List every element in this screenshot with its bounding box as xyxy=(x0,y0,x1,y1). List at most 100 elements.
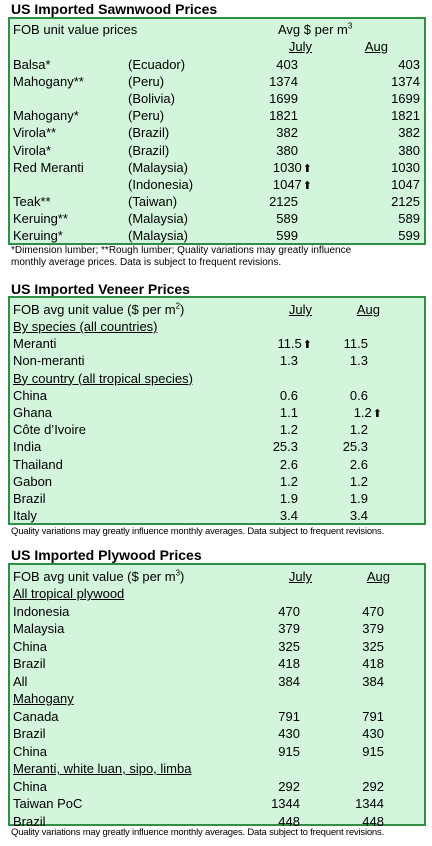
veneer-row-july-value: 0.6 xyxy=(279,387,298,403)
veneer-row-name: Brazil xyxy=(13,491,46,506)
plywood-row-july-value: 292 xyxy=(278,778,300,794)
veneer-row-aug: 2.6 xyxy=(350,456,368,473)
veneer-row-aug-value: 25.3 xyxy=(342,439,368,455)
veneer-row-name: Ghana xyxy=(13,405,53,420)
veneer-row: Italy 3.4 3.4 xyxy=(10,507,424,524)
veneer-row-aug-value: 1.2 xyxy=(349,422,368,438)
sawnwood-row-july-value: 1821 xyxy=(269,108,298,124)
sawnwood-row-country: (Bolivia) xyxy=(128,91,175,107)
plywood-row-aug: 384 xyxy=(362,673,384,690)
sawnwood-row: (Indonesia) 1047⬆ 1047 xyxy=(10,176,424,193)
sawnwood-header-label: FOB unit value prices xyxy=(13,22,138,37)
sawnwood-row-country: (Taiwan) xyxy=(128,193,178,209)
sawnwood-row-country: (Peru) xyxy=(128,74,165,90)
plywood-row-aug-value: 791 xyxy=(362,708,384,724)
sawnwood-row: Virola** (Brazil) 382 382 xyxy=(10,124,424,141)
plywood-row-name: Brazil xyxy=(13,813,46,829)
plywood-row-aug-value: 292 xyxy=(362,778,384,794)
plywood-header-label: FOB avg unit value ($ per m3) xyxy=(13,568,184,585)
plywood-row-aug: 470 xyxy=(362,603,384,620)
plywood-row: Brazil 430 430 xyxy=(10,725,424,742)
sawnwood-row-aug-value: 403 xyxy=(398,57,420,72)
sawnwood-row-country: (Brazil) xyxy=(128,125,170,141)
sawnwood-row-aug-value: 1047 xyxy=(391,176,420,192)
plywood-row-july-value: 384 xyxy=(278,673,300,689)
up-arrow-icon: ⬆ xyxy=(302,179,312,192)
sawnwood-row-july: 1821 xyxy=(269,107,298,124)
veneer-row: Brazil 1.9 1.9 xyxy=(10,490,424,507)
veneer-row-july: 3.4 xyxy=(280,507,298,524)
veneer-col-aug: Aug xyxy=(356,302,380,317)
sawnwood-row: Red Meranti (Malaysia) 1030⬆ 1030 xyxy=(10,159,424,176)
plywood-row-name: Brazil xyxy=(13,656,46,671)
plywood-subheading: Meranti, white luan, sipo, limba xyxy=(10,760,424,777)
sawnwood-row-aug-value: 380 xyxy=(398,142,420,158)
veneer-row-aug-value: 0.6 xyxy=(349,387,368,403)
plywood-row-july-value: 1344 xyxy=(271,796,300,811)
sawnwood-row-july-value: 589 xyxy=(276,210,298,226)
sawnwood-row-aug-value: 589 xyxy=(398,210,420,226)
sawnwood-row-country: (Malaysia) xyxy=(128,228,188,243)
plywood-row-july: 791 xyxy=(278,708,300,725)
plywood-row-aug-value: 915 xyxy=(362,743,384,759)
sawnwood-row-july: 1699 xyxy=(269,90,298,107)
veneer-row: China 0.6 0.6 xyxy=(10,387,424,404)
plywood-row-aug-value: 430 xyxy=(362,726,384,741)
up-arrow-icon: ⬆ xyxy=(372,408,382,420)
sawnwood-row-aug: 1699 xyxy=(391,90,420,107)
plywood-row: Taiwan PoC 1344 1344 xyxy=(10,795,424,812)
sawnwood-row: Virola* (Brazil) 380 380 xyxy=(10,142,424,159)
veneer-subheading-label: By country (all tropical species) xyxy=(13,370,193,386)
sawnwood-row-name: Mahogany** xyxy=(13,74,84,90)
veneer-row-july: 2.6 xyxy=(280,456,298,473)
sawnwood-row-july: 589 xyxy=(276,210,298,227)
plywood-subheading: Mahogany xyxy=(10,690,424,707)
plywood-row: Brazil 418 418 xyxy=(10,655,424,672)
sawnwood-row-july-value: 1699 xyxy=(269,91,298,107)
veneer-row-aug-value: 2.6 xyxy=(349,456,368,472)
veneer-row-aug: 1.2 xyxy=(350,473,368,490)
sawnwood-row-aug-value: 1821 xyxy=(391,108,420,124)
veneer-row: Thailand 2.6 2.6 xyxy=(10,456,424,473)
sawnwood-row-aug-value: 1374 xyxy=(391,74,420,90)
sawnwood-header-avg-text: Avg $ per m xyxy=(278,22,348,37)
plywood-row-july-value: 470 xyxy=(278,603,300,619)
sawnwood-row-july-value: 382 xyxy=(276,125,298,141)
veneer-row-aug: 0.6 xyxy=(350,387,368,404)
plywood-row-name: All xyxy=(13,673,28,689)
veneer-row-aug: 1.3 xyxy=(350,352,368,369)
sawnwood-col-aug: Aug xyxy=(364,39,388,54)
up-arrow-icon: ⬆ xyxy=(302,162,312,175)
sawnwood-row-july-value: 1030 xyxy=(272,159,302,175)
plywood-row-july: 915 xyxy=(278,743,300,760)
veneer-row-aug-value: 1.2 xyxy=(353,405,372,420)
veneer-row-name: Thailand xyxy=(13,456,63,472)
plywood-row-july-value: 915 xyxy=(278,743,300,759)
sawnwood-note-2: monthly average prices. Data is subject … xyxy=(11,257,282,268)
plywood-row-aug: 915 xyxy=(362,743,384,760)
plywood-row-aug-value: 448 xyxy=(362,813,384,829)
sawnwood-header-avg-sup: 3 xyxy=(347,21,353,31)
veneer-header-label: FOB avg unit value ($ per m2) xyxy=(13,301,184,318)
sawnwood-row-aug: 589 xyxy=(398,210,420,227)
veneer-row-july: 1.1 xyxy=(280,404,298,421)
sawnwood-row-country: (Ecuador) xyxy=(128,57,186,72)
plywood-row-name: Indonesia xyxy=(13,603,70,619)
plywood-row-aug-value: 470 xyxy=(362,603,384,619)
sawnwood-row-name: Virola* xyxy=(13,142,52,158)
sawnwood-row-july: 380 xyxy=(276,142,298,159)
veneer-subheading: By species (all countries) xyxy=(10,318,424,335)
veneer-row-aug-value: 1.2 xyxy=(349,473,368,489)
up-arrow-icon: ⬆ xyxy=(302,339,312,352)
veneer-row-july: 11.5⬆ xyxy=(277,335,312,354)
sawnwood-row-july-value: 599 xyxy=(276,228,298,243)
sawnwood-row-aug: 380 xyxy=(398,142,420,159)
sawnwood-row-name: Red Meranti xyxy=(13,159,84,175)
sawnwood-row-aug-value: 382 xyxy=(398,125,420,141)
sawnwood-row: Mahogany** (Peru) 1374 1374 xyxy=(10,73,424,90)
veneer-row-aug: 1.2⬆ xyxy=(354,404,382,423)
veneer-row-name: Gabon xyxy=(13,473,53,489)
sawnwood-row: Keruing* (Malaysia) 599 599 xyxy=(10,227,424,244)
plywood-row: China 292 292 xyxy=(10,778,424,795)
sawnwood-row-aug-value: 1030 xyxy=(391,159,420,175)
